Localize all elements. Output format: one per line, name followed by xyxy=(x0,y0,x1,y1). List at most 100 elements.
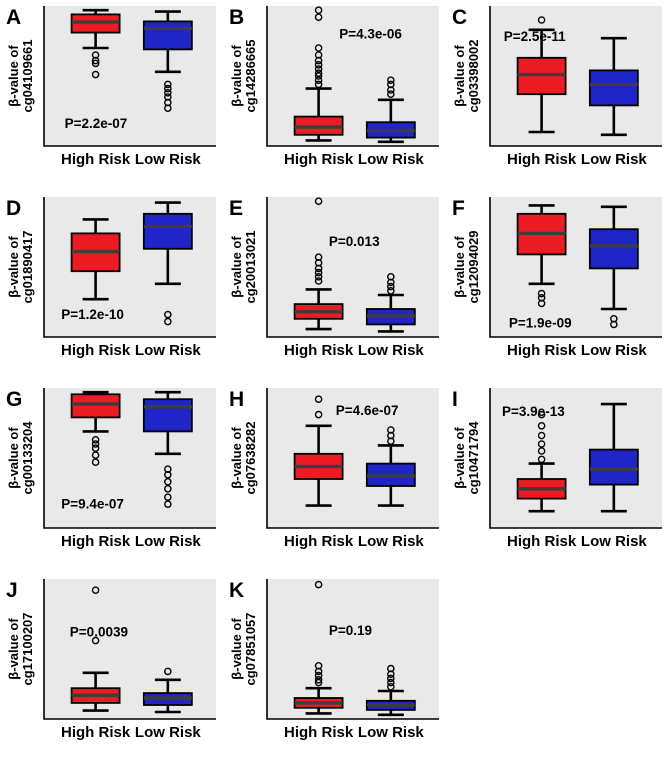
box-high-risk xyxy=(293,580,344,715)
outlier-point xyxy=(164,485,172,493)
boxplot-svg: High Risk Low Risk Kβ-value of cg07851057 P=… xyxy=(229,579,439,741)
box-high-risk xyxy=(516,410,567,513)
p-value-label: P=4.3e-06 xyxy=(339,26,402,41)
outlier-point xyxy=(164,317,172,326)
p-value-label: P=0.19 xyxy=(329,623,372,638)
x-label-low-risk: Low Risk xyxy=(135,724,202,741)
outlier-point xyxy=(314,76,323,84)
outlier-point xyxy=(387,80,395,89)
outlier-point xyxy=(387,76,395,84)
axes xyxy=(43,388,216,529)
y-label-line2: cg04109661 xyxy=(20,39,35,112)
y-label-line1: β-value of xyxy=(452,236,467,298)
box-low-risk xyxy=(142,10,193,112)
x-label-low-risk: Low Risk xyxy=(581,342,648,359)
outlier-point xyxy=(314,678,323,687)
outlier-point xyxy=(164,667,172,676)
outlier-point xyxy=(610,320,618,329)
outlier-point xyxy=(537,289,546,298)
panel-letter: D xyxy=(6,197,21,220)
outlier-point xyxy=(314,277,323,285)
box-high-risk xyxy=(293,395,344,507)
x-label-high-risk: High Risk xyxy=(61,342,131,359)
outlier-point xyxy=(91,636,100,645)
x-label-high-risk: High Risk xyxy=(284,342,354,359)
x-label-low-risk: Low Risk xyxy=(358,533,425,550)
x-label-high-risk: High Risk xyxy=(61,151,131,168)
outlier-point xyxy=(314,72,323,80)
outlier-point xyxy=(314,395,323,404)
box-high-risk xyxy=(70,218,121,301)
y-axis-label: β-value of cg01890417 xyxy=(6,230,35,303)
boxplot-svg: High Risk Low Risk Eβ-value of cg20013021 P=… xyxy=(229,197,439,359)
outlier-point xyxy=(164,500,172,508)
y-label-line1: β-value of xyxy=(229,618,244,680)
outlier-point xyxy=(387,664,395,673)
outlier-point xyxy=(314,580,323,589)
outlier-point xyxy=(164,89,172,97)
y-label-line2: cg07638282 xyxy=(243,421,258,494)
box-low-risk xyxy=(142,667,193,714)
outlier-point xyxy=(314,13,323,22)
outlier-point xyxy=(387,273,395,281)
y-label-line2: cg07851057 xyxy=(243,612,258,685)
iqr-box xyxy=(70,393,121,419)
y-label-line2: cg01890417 xyxy=(20,230,35,303)
axes xyxy=(266,579,439,720)
p-value-label: P=0.013 xyxy=(329,234,380,249)
y-label-line2: cg03398002 xyxy=(466,39,481,112)
panel-letter: J xyxy=(6,579,18,602)
box-low-risk xyxy=(365,426,416,507)
iqr-box xyxy=(588,228,639,270)
outlier-point xyxy=(91,59,100,68)
panel-letter: I xyxy=(452,388,458,411)
outlier-point xyxy=(537,455,546,464)
y-label-line1: β-value of xyxy=(452,45,467,107)
outlier-point xyxy=(387,426,395,434)
iqr-box xyxy=(142,398,193,433)
axes xyxy=(489,197,662,338)
y-label-line1: β-value of xyxy=(6,45,21,107)
outlier-point xyxy=(387,683,395,691)
p-value-label: P=4.6e-07 xyxy=(336,403,399,418)
panel-letter: K xyxy=(229,579,244,602)
y-axis-label: β-value of cg12094029 xyxy=(452,230,481,303)
outlier-point xyxy=(387,674,395,683)
y-label-line1: β-value of xyxy=(6,427,21,489)
panel-letter: G xyxy=(6,388,22,411)
x-label-low-risk: Low Risk xyxy=(358,151,425,168)
outlier-point xyxy=(314,662,323,670)
box-high-risk xyxy=(70,390,121,466)
y-label-line2: cg17100207 xyxy=(20,612,35,685)
outlier-point xyxy=(387,90,395,98)
boxplot-svg: High Risk Low Risk Iβ-value of cg10471794 P=… xyxy=(452,388,662,550)
outlier-point xyxy=(164,310,172,319)
y-label-line1: β-value of xyxy=(229,427,244,489)
outlier-point xyxy=(537,299,546,308)
panel-letter: F xyxy=(452,197,465,220)
y-label-line1: β-value of xyxy=(6,236,21,298)
y-axis-label: β-value of cg17100207 xyxy=(6,612,35,685)
x-label-high-risk: High Risk xyxy=(61,724,131,741)
box-high-risk xyxy=(70,8,121,79)
y-axis-label: β-value of cg20013021 xyxy=(229,230,258,303)
iqr-box xyxy=(142,212,193,250)
outlier-point xyxy=(164,493,172,501)
outlier-point xyxy=(91,436,100,444)
axes xyxy=(266,197,439,338)
outlier-point xyxy=(91,444,100,452)
x-label-low-risk: Low Risk xyxy=(581,151,648,168)
outlier-point xyxy=(164,84,172,93)
axes xyxy=(266,388,439,529)
axes xyxy=(489,6,662,147)
box-high-risk xyxy=(516,204,567,308)
y-label-line2: cg00133204 xyxy=(20,421,35,495)
